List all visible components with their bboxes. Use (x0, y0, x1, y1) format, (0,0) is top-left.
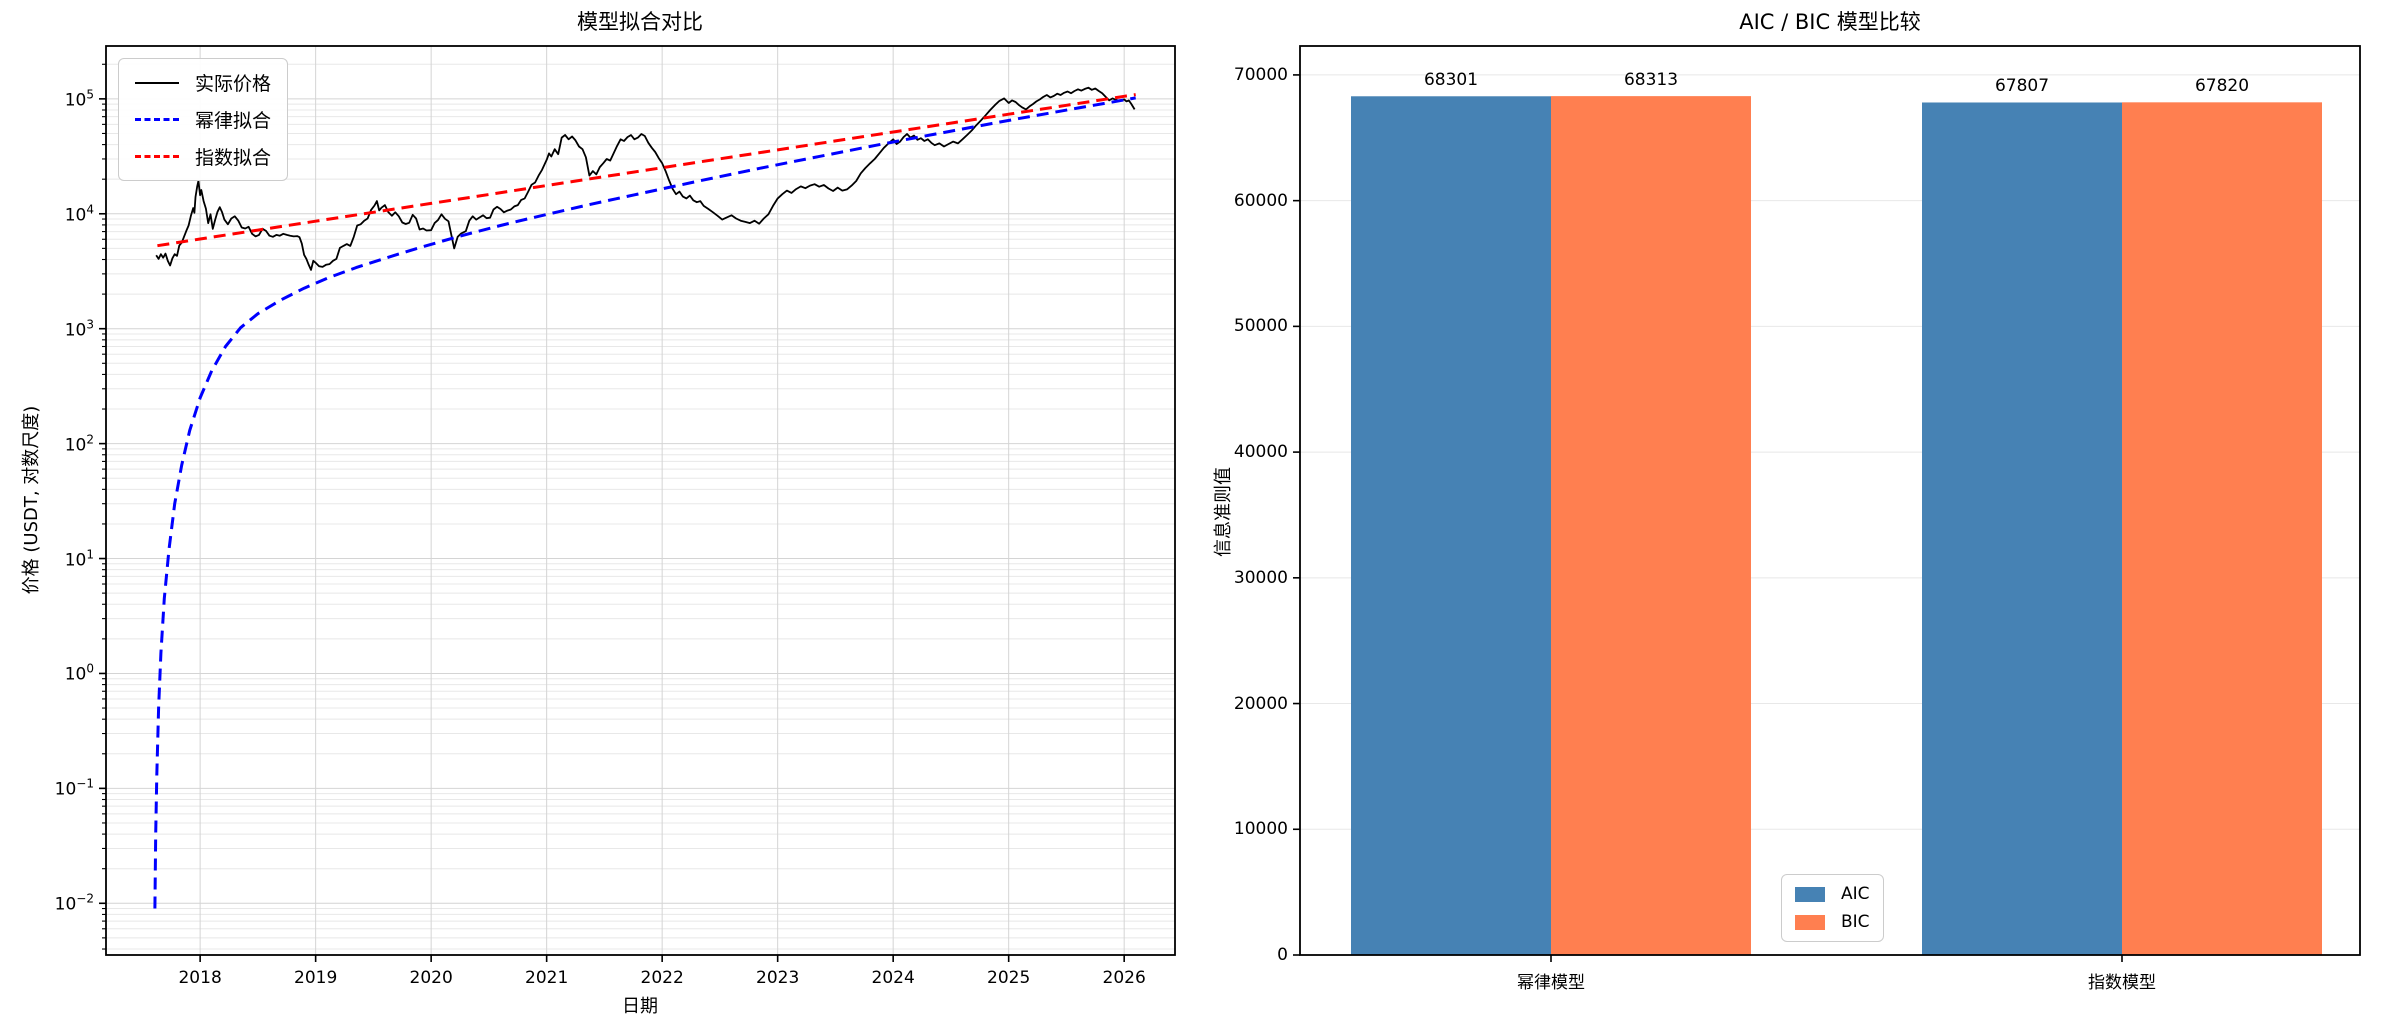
bar-value-label-aic-1: 67807 (1994, 76, 2050, 97)
color-swatch (1795, 914, 1825, 930)
dashed-line-sample (135, 155, 179, 158)
x-tick-label-left-2022: 2022 (640, 968, 684, 988)
y-tick-label-10e-1: 10−1 (54, 777, 94, 800)
y-tick-label-10e2: 102 (64, 432, 94, 455)
legend-label: AIC (1841, 884, 1870, 904)
category-label-1: 指数模型 (2088, 973, 2156, 993)
y-tick-label-10e1: 101 (64, 547, 94, 570)
y-tick-label-10000: 10000 (1233, 819, 1288, 840)
y-tick-label-10e4: 104 (64, 202, 94, 226)
dashed-line-sample (135, 118, 179, 121)
series-line-actual-price (155, 86, 1136, 271)
y-tick-label-40000: 40000 (1233, 442, 1288, 463)
left-plot (99, 45, 1176, 962)
right-chart-title: AIC / BIC 模型比较 (1739, 10, 1921, 34)
x-tick-label-left-2021: 2021 (525, 968, 569, 988)
x-tick-label-left-2020: 2020 (409, 968, 453, 988)
left-series-group (153, 86, 1136, 909)
right-plot (1293, 45, 2361, 962)
legend-entry-power-law-fit: 幂律拟合 (135, 106, 271, 133)
right-axes-spines (1299, 45, 2361, 956)
legend-entry-actual-price: 实际价格 (135, 69, 271, 96)
left-chart-legend: 实际价格幂律拟合指数拟合 (118, 58, 289, 181)
x-tick-label-left-2025: 2025 (987, 968, 1031, 988)
y-tick-label-0: 0 (1277, 945, 1288, 965)
y-tick-label-50000: 50000 (1233, 316, 1288, 337)
bar-value-label-bic-0: 68313 (1623, 70, 1679, 91)
legend-label: 幂律拟合 (195, 110, 272, 132)
left-y-axis-label: 价格 (USDT, 对数尺度) (21, 405, 42, 595)
bar-aic-0 (1351, 96, 1551, 955)
y-tick-label-60000: 60000 (1233, 190, 1288, 211)
left-chart-title: 模型拟合对比 (577, 10, 703, 34)
category-label-0: 幂律模型 (1517, 973, 1585, 993)
legend-entry-exponential-fit: 指数拟合 (135, 143, 271, 170)
right-chart-legend: AIC BIC (1781, 874, 1884, 942)
y-tick-label-10e5: 105 (64, 87, 94, 111)
y-tick-label-70000: 70000 (1233, 64, 1288, 85)
right-y-axis-label: 信息准则值 (1213, 467, 1234, 557)
y-tick-label-10e3: 103 (64, 317, 94, 341)
left-axes-spines (105, 45, 1176, 956)
legend-label: 指数拟合 (195, 147, 272, 169)
bar-bic-1 (2122, 102, 2322, 955)
y-tick-label-10e-2: 10−2 (54, 891, 94, 915)
series-line-power-law-fit (153, 96, 1136, 909)
bar-aic-1 (1922, 102, 2122, 955)
x-tick-label-left-2023: 2023 (756, 968, 800, 988)
bar-bic-0 (1551, 96, 1751, 955)
x-tick-label-left-2018: 2018 (178, 968, 222, 988)
y-tick-label-10e0: 100 (64, 662, 94, 685)
legend-entry-bic: BIC (1795, 912, 1870, 932)
legend-entry-aic: AIC (1795, 884, 1870, 904)
x-tick-label-left-2026: 2026 (1102, 968, 1146, 988)
solid-line-sample (135, 81, 179, 84)
bar-value-label-bic-1: 67820 (2194, 76, 2250, 97)
left-x-axis-label: 日期 (622, 996, 658, 1017)
legend-label: BIC (1841, 912, 1870, 932)
x-tick-label-left-2024: 2024 (871, 968, 915, 988)
color-swatch (1795, 886, 1825, 902)
y-tick-label-20000: 20000 (1233, 693, 1288, 714)
bar-value-label-aic-0: 68301 (1423, 70, 1479, 91)
y-tick-label-30000: 30000 (1233, 567, 1288, 588)
series-line-exponential-fit (157, 93, 1136, 248)
x-tick-label-left-2019: 2019 (294, 968, 338, 988)
legend-label: 实际价格 (195, 73, 272, 95)
